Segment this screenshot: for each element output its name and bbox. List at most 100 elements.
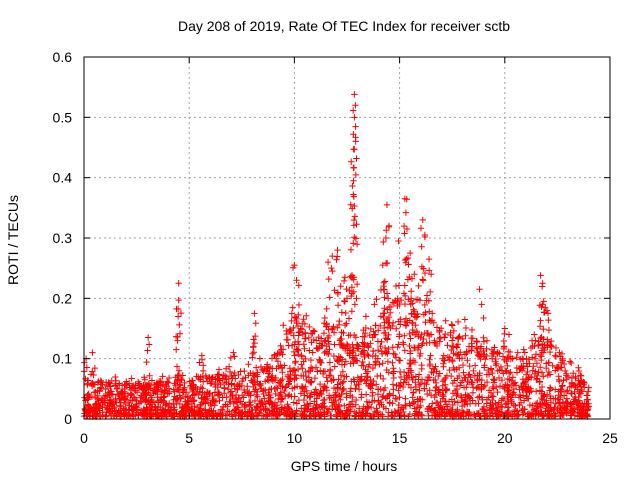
data-point [386, 392, 393, 399]
data-point [165, 374, 173, 382]
data-point [358, 373, 365, 380]
data-point [497, 403, 505, 410]
data-point [158, 397, 165, 404]
data-point [461, 398, 469, 405]
data-point [103, 408, 110, 416]
data-point [335, 410, 342, 417]
data-point [442, 330, 449, 338]
data-point [457, 379, 465, 386]
data-point [215, 371, 223, 378]
data-point [351, 234, 358, 241]
data-point [325, 340, 333, 348]
data-point [533, 376, 540, 383]
data-point [480, 314, 487, 322]
data-point [380, 238, 387, 246]
data-point [221, 372, 229, 379]
data-point [407, 360, 415, 368]
data-point [449, 401, 456, 409]
data-point [550, 406, 557, 414]
data-point [368, 398, 376, 406]
data-point [362, 329, 369, 337]
data-point [256, 381, 263, 388]
data-point [502, 381, 509, 388]
data-point [439, 391, 447, 398]
data-point [507, 368, 514, 376]
data-point [145, 341, 153, 348]
data-point [515, 394, 523, 401]
y-tick-label: 0.5 [53, 109, 73, 125]
data-point [320, 330, 328, 337]
data-point [344, 342, 351, 349]
data-point [303, 312, 310, 319]
data-point [389, 299, 397, 306]
data-point [563, 395, 571, 402]
data-point [399, 383, 407, 391]
data-point [381, 294, 388, 301]
data-point [406, 410, 413, 418]
data-point [405, 261, 412, 268]
data-point [207, 380, 214, 387]
data-point [92, 400, 99, 408]
data-point [401, 300, 409, 308]
data-point [138, 392, 145, 399]
data-point [370, 377, 377, 385]
data-point [420, 311, 428, 318]
data-point [201, 394, 209, 401]
data-point [144, 382, 151, 389]
data-point [266, 368, 273, 376]
data-point [372, 358, 379, 365]
data-point [407, 367, 414, 374]
data-point [471, 362, 479, 369]
data-point [485, 387, 493, 394]
data-point [302, 372, 310, 380]
data-point [403, 196, 410, 203]
data-point [401, 230, 408, 237]
data-point [336, 392, 343, 399]
data-point [111, 407, 119, 415]
data-point [298, 412, 305, 420]
data-point [286, 326, 294, 333]
data-point [149, 387, 157, 394]
data-point [389, 359, 396, 366]
data-point [512, 382, 520, 389]
data-point [416, 387, 423, 394]
data-point [579, 405, 586, 413]
data-point [571, 398, 579, 405]
data-point [121, 385, 128, 393]
data-point [232, 412, 239, 419]
data-point [537, 317, 544, 324]
data-point [210, 412, 218, 420]
data-point [116, 402, 124, 409]
data-point [222, 401, 229, 408]
data-point [195, 410, 203, 418]
data-point [495, 374, 503, 382]
data-point [432, 408, 439, 416]
data-point [356, 405, 363, 412]
data-point [439, 378, 447, 385]
data-point [408, 310, 415, 318]
data-point [532, 350, 540, 358]
data-point [327, 394, 335, 401]
data-point [128, 375, 135, 382]
data-point [286, 365, 294, 372]
data-point [133, 397, 140, 404]
data-point [552, 344, 560, 352]
x-tick-label: 20 [497, 430, 513, 446]
data-point [396, 330, 403, 338]
data-point [531, 355, 539, 362]
data-point [307, 367, 314, 375]
data-point [379, 261, 386, 269]
data-point [241, 401, 248, 409]
data-point [343, 411, 350, 418]
data-point [272, 384, 280, 391]
data-points [80, 91, 592, 420]
data-point [426, 356, 433, 363]
data-point [448, 337, 456, 344]
data-point [558, 364, 565, 371]
data-point [211, 389, 219, 396]
data-point [519, 386, 527, 393]
data-point [108, 377, 115, 385]
data-point [349, 107, 357, 114]
data-point [438, 409, 445, 416]
x-axis-label: GPS time / hours [291, 458, 398, 474]
